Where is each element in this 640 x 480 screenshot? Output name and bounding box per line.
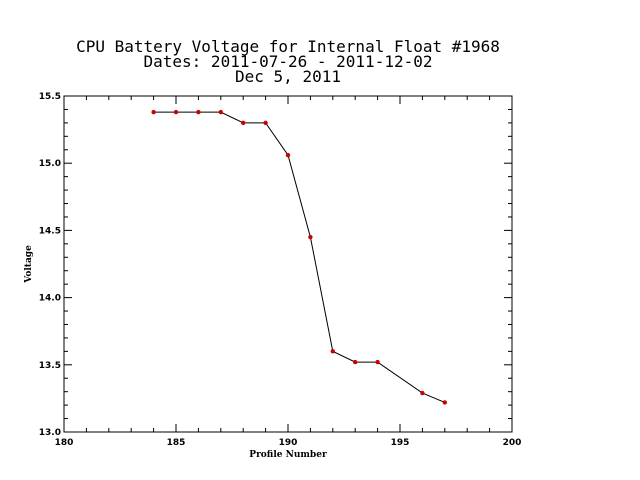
x-axis-label: Profile Number <box>249 450 327 460</box>
plot-frame <box>63 95 513 433</box>
y-axis-ticks <box>64 95 512 433</box>
data-point <box>173 109 179 115</box>
data-point <box>151 109 156 115</box>
data-point <box>330 349 335 354</box>
x-tick-label: 200 <box>503 438 522 448</box>
data-point <box>420 390 425 396</box>
chart-title: CPU Battery Voltage for Internal Float #… <box>76 37 500 86</box>
data-point <box>218 109 223 115</box>
x-axis-ticks <box>63 96 513 432</box>
y-axis-label: Voltage <box>24 245 34 284</box>
data-point <box>263 120 268 126</box>
series-points <box>151 109 447 405</box>
y-tick-label: 13.5 <box>39 361 61 371</box>
x-tick-label: 185 <box>167 438 186 448</box>
x-tick-label: 195 <box>391 438 410 448</box>
chart-title-line-2: Dates: 2011-07-26 - 2011-12-02 <box>144 52 433 71</box>
y-tick-label: 15.5 <box>39 92 61 102</box>
y-tick-label: 14.0 <box>39 294 61 304</box>
y-axis-tick-labels: 13.0 13.5 14.0 14.5 15.0 15.5 <box>39 92 61 438</box>
x-tick-label: 190 <box>279 438 298 448</box>
data-point <box>241 120 246 126</box>
y-tick-label: 13.0 <box>39 428 61 438</box>
series-lines <box>153 111 445 403</box>
data-point <box>353 359 358 365</box>
x-tick-label: 180 <box>55 438 74 448</box>
data-point <box>442 400 447 405</box>
y-tick-label: 15.0 <box>39 159 61 169</box>
data-point <box>285 152 291 158</box>
chart-title-line-3: Dec 5, 2011 <box>235 67 341 86</box>
data-point <box>196 109 201 115</box>
series-line <box>153 111 445 403</box>
x-axis-tick-labels: 180 185 190 195 200 <box>55 438 522 448</box>
data-point <box>375 359 380 365</box>
data-point <box>308 234 313 240</box>
chart-title-line-1: CPU Battery Voltage for Internal Float #… <box>76 37 500 56</box>
y-tick-label: 14.5 <box>39 226 61 236</box>
